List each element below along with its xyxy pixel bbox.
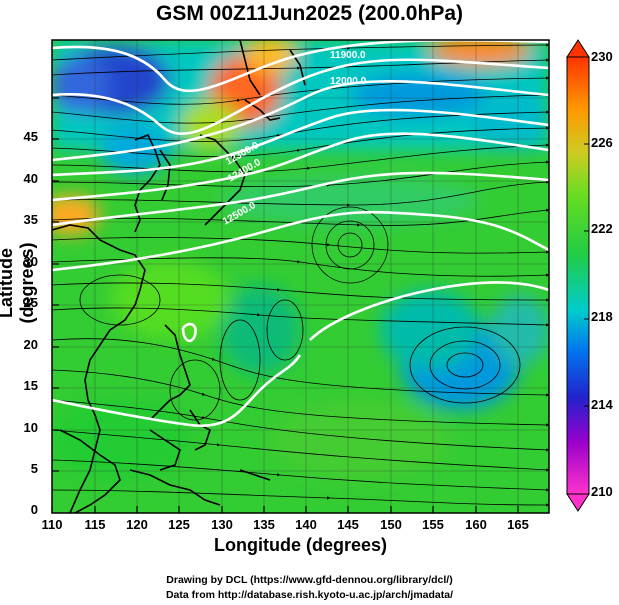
colorbar xyxy=(566,39,590,512)
credit-drawing: Drawing by DCL (https://www.gfd-dennou.o… xyxy=(166,574,453,586)
colorbar-tick-label: 226 xyxy=(591,135,613,150)
map-title: GSM 00Z11Jun2025 (200.0hPa) xyxy=(156,2,463,25)
x-tick-label: 165 xyxy=(507,517,529,532)
x-tick-label: 145 xyxy=(337,517,359,532)
y-tick-label: 5 xyxy=(30,461,38,476)
colorbar-bottom-cap xyxy=(566,493,590,512)
y-tick-label: 30 xyxy=(23,254,38,269)
y-tick-label: 35 xyxy=(23,212,38,227)
colorbar-top-cap xyxy=(566,39,590,58)
x-axis-label: Longitude (degrees) xyxy=(213,535,387,555)
y-tick-label: 0 xyxy=(30,502,38,517)
y-tick-label: 45 xyxy=(23,129,38,144)
colorbar-tick-label: 214 xyxy=(591,397,613,412)
colorbar-tick-label: 218 xyxy=(591,309,613,324)
x-tick-label: 110 xyxy=(41,517,63,532)
colorbar-tick-label: 210 xyxy=(591,484,613,499)
y-tick-label: 20 xyxy=(23,337,38,352)
x-tick-label: 140 xyxy=(295,517,317,532)
x-tick-label: 130 xyxy=(211,517,233,532)
y-tick-label: 25 xyxy=(23,295,38,310)
axis-tick-marks xyxy=(51,97,519,513)
y-tick-label: 10 xyxy=(23,420,38,435)
x-tick-label: 155 xyxy=(422,517,444,532)
x-tick-label: 135 xyxy=(253,517,275,532)
x-tick-label: 125 xyxy=(168,517,190,532)
x-tick-label: 150 xyxy=(380,517,402,532)
plot-frame xyxy=(51,39,550,514)
temperature-field xyxy=(52,40,549,513)
colorbar-tick-label: 222 xyxy=(591,221,613,236)
y-tick-label: 15 xyxy=(23,378,38,393)
contour-label: 12000.0 xyxy=(330,76,367,87)
colorbar-body xyxy=(566,56,590,495)
coastlines xyxy=(52,40,306,513)
contour-label: 11900.0 xyxy=(330,50,366,61)
x-tick-label: 160 xyxy=(465,517,487,532)
height-contours xyxy=(52,40,549,428)
x-tick-label: 115 xyxy=(84,517,106,532)
x-tick-label: 120 xyxy=(126,517,148,532)
colorbar-tick-label: 230 xyxy=(591,49,613,64)
y-tick-label: 40 xyxy=(23,171,38,186)
credit-data: Data from http://database.rish.kyoto-u.a… xyxy=(165,589,454,601)
